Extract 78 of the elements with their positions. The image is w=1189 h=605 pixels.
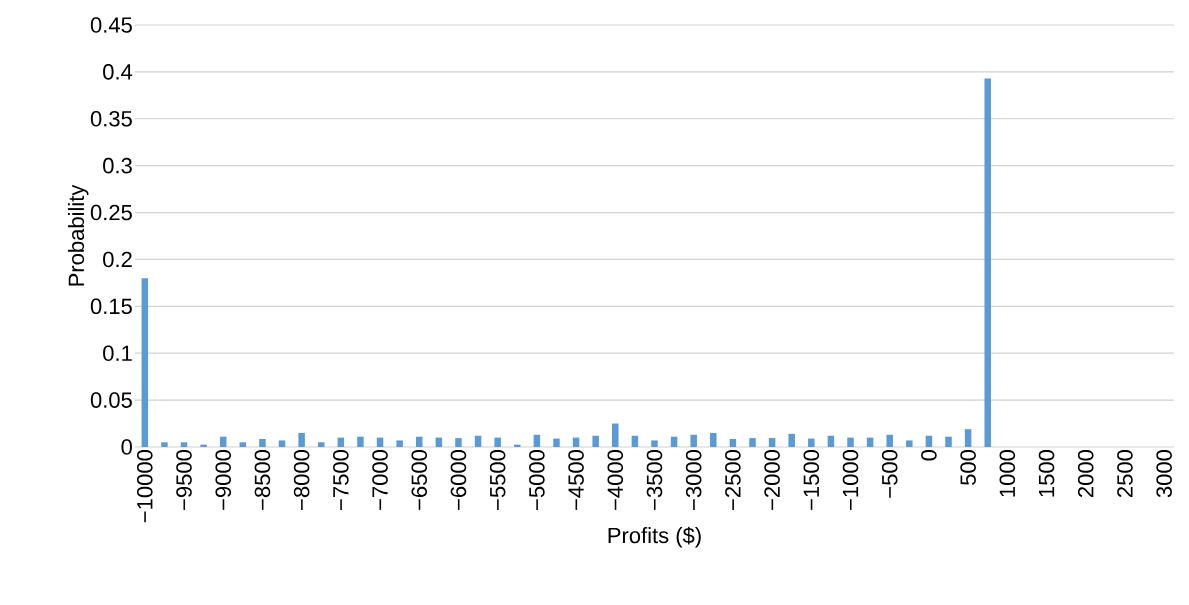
bar bbox=[396, 440, 403, 447]
bar bbox=[474, 435, 482, 447]
x-tick-label: −3500 bbox=[646, 450, 663, 510]
bar bbox=[494, 437, 501, 447]
x-tick-label: −2500 bbox=[725, 450, 741, 510]
bar bbox=[514, 444, 521, 447]
x-tick-label: −5500 bbox=[489, 450, 506, 510]
y-tick-label: 0.3 bbox=[103, 157, 132, 174]
x-tick-label: 3000 bbox=[1156, 450, 1172, 498]
x-tick-label: −5000 bbox=[529, 450, 545, 510]
x-tick-label: −10000 bbox=[137, 450, 153, 523]
bar bbox=[200, 444, 207, 447]
bar bbox=[651, 440, 658, 447]
y-tick-label: 0.1 bbox=[103, 345, 132, 362]
bar bbox=[592, 435, 599, 447]
x-tick-label: −7000 bbox=[372, 450, 388, 510]
bar bbox=[984, 78, 991, 447]
x-tick-label: −1000 bbox=[842, 450, 859, 510]
bar bbox=[729, 439, 737, 447]
y-tick-label: 0 bbox=[121, 439, 132, 455]
x-tick-label: 500 bbox=[960, 450, 976, 486]
x-tick-label: −3000 bbox=[685, 450, 702, 510]
bar bbox=[690, 434, 697, 447]
bar bbox=[161, 442, 168, 447]
y-tick-label: 0.05 bbox=[90, 392, 132, 408]
bar bbox=[808, 438, 815, 447]
x-tick-label: −9500 bbox=[176, 450, 192, 510]
y-tick-label: 0.35 bbox=[90, 110, 132, 127]
bar bbox=[357, 436, 364, 447]
bar bbox=[219, 436, 227, 447]
bar bbox=[259, 439, 266, 447]
x-tick-label: −4500 bbox=[568, 450, 584, 510]
bar bbox=[317, 442, 325, 447]
bar bbox=[827, 435, 835, 447]
bar bbox=[455, 438, 462, 447]
bar bbox=[906, 440, 913, 447]
bar bbox=[710, 432, 717, 447]
y-tick-label: 0.45 bbox=[90, 17, 132, 33]
bar bbox=[788, 433, 795, 447]
x-tick-label: −8500 bbox=[254, 450, 271, 510]
bar bbox=[886, 434, 893, 447]
bar bbox=[749, 438, 756, 447]
x-tick-label: 1000 bbox=[999, 450, 1016, 497]
y-tick-label: 0.4 bbox=[103, 64, 133, 80]
bar bbox=[553, 438, 560, 447]
bar bbox=[180, 442, 188, 447]
bar bbox=[141, 278, 149, 447]
bar bbox=[416, 436, 423, 447]
y-tick-label: 0.25 bbox=[90, 204, 132, 221]
bar bbox=[670, 436, 678, 447]
x-tick-label: −9000 bbox=[215, 450, 232, 510]
x-tick-label: −1500 bbox=[803, 450, 820, 510]
y-axis-title: Probability bbox=[67, 184, 89, 286]
x-tick-label: −8000 bbox=[293, 450, 310, 510]
x-tick-label: 2000 bbox=[1077, 450, 1094, 498]
bar bbox=[612, 423, 619, 447]
x-tick-label: −6000 bbox=[450, 450, 467, 510]
x-tick-label: 2500 bbox=[1117, 450, 1133, 498]
bar bbox=[964, 429, 972, 447]
bar bbox=[847, 437, 854, 447]
bar bbox=[925, 435, 933, 447]
bar bbox=[945, 436, 952, 447]
bar bbox=[533, 434, 541, 447]
x-axis-title: Profits ($) bbox=[608, 526, 701, 548]
bar bbox=[278, 440, 286, 447]
x-tick-label: 1500 bbox=[1038, 450, 1055, 497]
x-tick-label: 0 bbox=[921, 450, 937, 461]
bar bbox=[768, 438, 776, 447]
bar bbox=[631, 435, 639, 447]
x-tick-label: −2000 bbox=[764, 450, 780, 510]
bar bbox=[298, 432, 305, 447]
x-tick-label: −4000 bbox=[607, 450, 624, 510]
x-tick-label: −7500 bbox=[333, 450, 349, 510]
bar bbox=[239, 442, 247, 447]
y-tick-label: 0.2 bbox=[103, 251, 132, 268]
y-tick-label: 0.15 bbox=[90, 298, 132, 315]
x-tick-label: −6500 bbox=[411, 450, 428, 510]
x-tick-label: −500 bbox=[881, 450, 898, 498]
